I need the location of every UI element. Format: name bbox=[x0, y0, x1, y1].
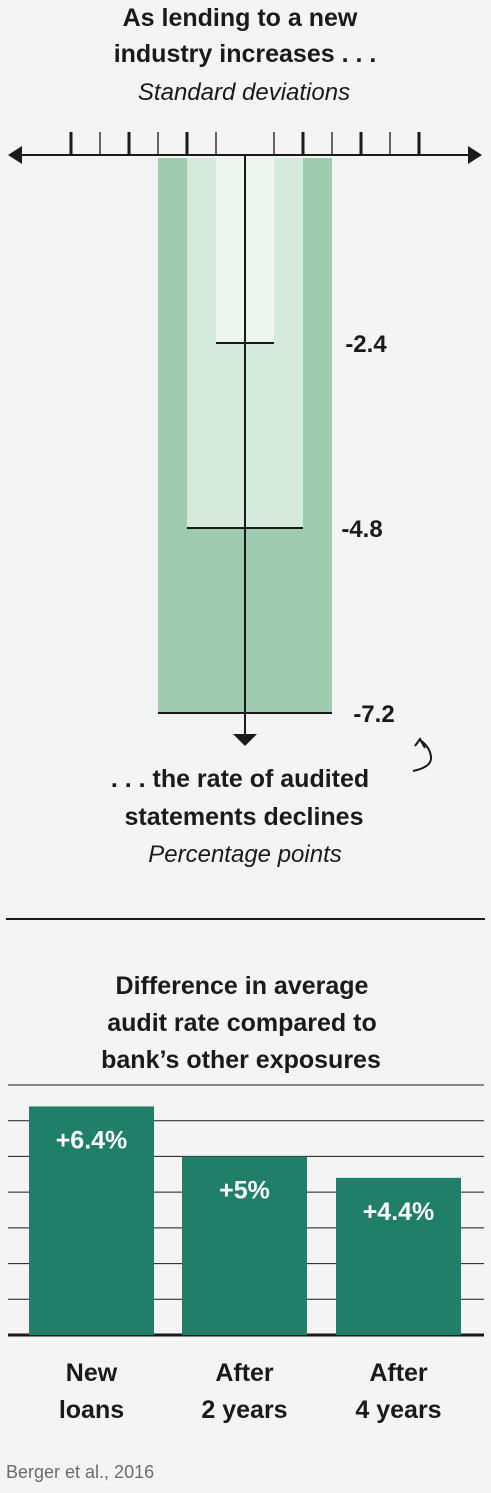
value-label: -4.8 bbox=[341, 516, 382, 543]
bar-value-label: +5% bbox=[219, 1176, 270, 1204]
top-caption-sub: Percentage points bbox=[148, 841, 341, 868]
value-label: -7.2 bbox=[353, 701, 394, 728]
category-label: New bbox=[66, 1359, 118, 1387]
source-note: Berger et al., 2016 bbox=[6, 1462, 154, 1482]
right-arrow-icon bbox=[468, 146, 482, 164]
category-label: 2 years bbox=[201, 1396, 287, 1424]
down-arrow-icon bbox=[233, 734, 257, 746]
top-axis bbox=[8, 132, 482, 746]
curved-arrow-icon bbox=[412, 737, 433, 772]
bottom-title-line-1: Difference in average bbox=[116, 972, 369, 1000]
top-subtitle: Standard deviations bbox=[138, 79, 350, 106]
bar bbox=[29, 1106, 154, 1335]
category-label: loans bbox=[59, 1396, 124, 1424]
left-arrow-icon bbox=[8, 146, 22, 164]
category-label: 4 years bbox=[355, 1396, 441, 1424]
bottom-bars: +6.4% +5% +4.4% bbox=[29, 1106, 461, 1335]
bar bbox=[182, 1156, 307, 1335]
category-label: After bbox=[369, 1359, 428, 1387]
top-title-line-1: As lending to a new bbox=[123, 4, 358, 32]
top-title-line-2: industry increases . . . bbox=[114, 40, 377, 68]
bar bbox=[336, 1177, 461, 1335]
top-caption-line-1: . . . the rate of audited bbox=[111, 765, 369, 793]
bottom-title-line-2: audit rate compared to bbox=[107, 1009, 377, 1037]
top-value-labels: -2.4 -4.8 -7.2 bbox=[341, 331, 394, 728]
top-caption-line-2: statements declines bbox=[125, 803, 364, 831]
value-label: -2.4 bbox=[345, 331, 387, 358]
bar-value-label: +6.4% bbox=[56, 1126, 128, 1154]
bottom-category-labels: New loans After 2 years After 4 years bbox=[59, 1359, 442, 1424]
bottom-title-line-3: bank’s other exposures bbox=[101, 1046, 381, 1074]
bar-value-label: +4.4% bbox=[363, 1198, 435, 1226]
category-label: After bbox=[215, 1359, 274, 1387]
